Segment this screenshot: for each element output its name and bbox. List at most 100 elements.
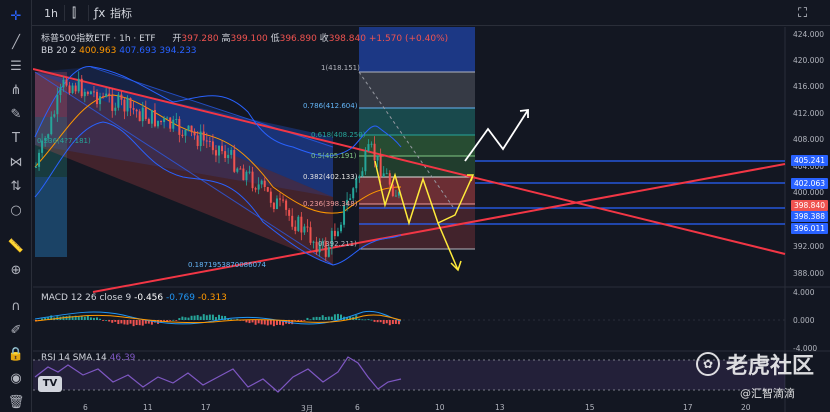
chart-canvas[interactable]	[33, 27, 830, 412]
candle-body	[376, 155, 379, 161]
chart-area[interactable]: 标普500指数ETF · 1h · ETF 开397.280 高399.100 …	[33, 27, 830, 412]
indicators-icon[interactable]: ƒx	[94, 6, 106, 20]
candle-body	[300, 216, 303, 233]
candle-body	[86, 91, 89, 95]
magnet-icon[interactable]: ∩	[11, 298, 21, 314]
eye-icon[interactable]: ◉	[10, 370, 22, 386]
macd-bar	[306, 317, 309, 320]
macd-bar	[318, 317, 321, 320]
candle-body	[105, 93, 108, 97]
candle-body	[251, 171, 254, 189]
macd-bar	[92, 317, 95, 320]
candle-body	[35, 166, 37, 168]
toolbar-divider	[88, 5, 89, 21]
candle-body	[187, 125, 190, 130]
ruler-icon[interactable]: 📏	[7, 238, 25, 254]
candle-body	[245, 171, 248, 181]
rsi-legend[interactable]: RSI 14 SMA 14 46.39	[41, 353, 135, 363]
candle-body	[309, 227, 312, 243]
macd-bar	[77, 316, 80, 320]
macd-bar	[208, 314, 211, 320]
candle-body	[385, 173, 388, 175]
low-label: 低	[270, 34, 280, 44]
zoom-in-icon[interactable]: ⊕	[10, 262, 22, 278]
macd-bar	[224, 316, 227, 320]
measure-icon[interactable]: ⇅	[10, 178, 22, 194]
candle-body	[370, 143, 373, 145]
macd-bar	[218, 314, 220, 320]
candle-body	[153, 110, 156, 127]
price-axis-label: 416.000	[793, 82, 825, 91]
candle-body	[343, 204, 346, 225]
candle-body	[230, 150, 233, 155]
macd-bar	[184, 317, 187, 320]
macd-axis-label: 4.000	[793, 288, 815, 297]
watermark: ✿ 老虎社区	[696, 348, 814, 380]
macd-bar	[294, 320, 297, 321]
candle-body	[224, 151, 227, 159]
candle-body	[184, 129, 187, 136]
symbol-title[interactable]: 标普500指数ETF · 1h · ETF	[41, 34, 156, 44]
candle-body	[327, 247, 330, 257]
lock-draw-icon[interactable]: ✐	[10, 322, 22, 338]
candle-body	[96, 91, 98, 105]
trendline-icon[interactable]: ╱	[12, 34, 20, 50]
fib-label: 0.236(398.348)	[303, 200, 358, 208]
pitchfork-icon[interactable]: ⋔	[10, 82, 22, 98]
fib-lines	[359, 71, 475, 250]
macd-bar	[163, 320, 166, 321]
symbol-legend[interactable]: 标普500指数ETF · 1h · ETF 开397.280 高399.100 …	[41, 31, 448, 44]
macd-bar	[370, 319, 373, 321]
date-axis-label: 17	[683, 403, 693, 412]
tradingview-logo: TV	[38, 376, 62, 392]
indicators-button[interactable]: 指标	[110, 7, 132, 20]
trash-icon[interactable]: 🗑	[7, 394, 25, 410]
date-axis-label: 15	[585, 403, 595, 412]
candle-body	[379, 155, 382, 177]
price-tag: 396.011	[790, 223, 828, 234]
macd-bar	[120, 320, 123, 324]
candle-type-icon[interactable]: ⫿	[72, 5, 77, 21]
text-icon[interactable]: T	[12, 130, 20, 146]
fib-label: 1(418.151)	[321, 64, 360, 72]
macd-bar	[300, 320, 303, 322]
interval-selector[interactable]: 1h	[44, 6, 58, 20]
candle-body	[181, 134, 184, 136]
candle-body	[288, 209, 291, 216]
macd-bar	[382, 320, 385, 324]
candle-body	[373, 143, 376, 161]
candle-body	[367, 144, 370, 152]
candle-body	[172, 119, 175, 129]
brush-icon[interactable]: ✎	[10, 106, 22, 122]
date-axis-label: 11	[143, 403, 153, 412]
bb-upper-value: 407.693	[119, 46, 157, 56]
candle-body	[282, 199, 285, 201]
pattern-icon[interactable]: ⋈	[9, 154, 23, 170]
circle-icon[interactable]: ○	[10, 202, 22, 218]
horizontal-lines-icon[interactable]: ☰	[10, 58, 22, 74]
fullscreen-icon[interactable]: ⛶	[798, 5, 808, 21]
macd-legend[interactable]: MACD 12 26 close 9 -0.456 -0.769 -0.313	[41, 293, 227, 303]
macd-bar	[358, 318, 361, 320]
rsi-value: 46.39	[109, 353, 136, 363]
candle-body	[352, 188, 355, 199]
bb-legend[interactable]: BB 20 2 400.963 407.693 394.233	[41, 46, 197, 56]
lock-icon[interactable]: 🔒	[7, 346, 25, 362]
crosshair-icon[interactable]: ✛	[10, 8, 22, 24]
macd-bar	[190, 315, 193, 320]
price-axis-label: 408.000	[793, 135, 825, 144]
price-axis-label: 412.000	[793, 109, 825, 118]
macd-bar	[321, 315, 324, 320]
main-pane-bg	[33, 27, 785, 287]
candle-body	[150, 110, 153, 124]
candle-body	[391, 184, 394, 196]
fib-zone-left-red	[35, 72, 67, 117]
fib-label: 0.1871953870086074	[188, 261, 266, 269]
bb-upper	[34, 66, 402, 157]
macd-bar	[80, 316, 83, 320]
macd-bar	[193, 315, 196, 320]
price-axis-label: 392.000	[793, 242, 825, 251]
macd-bar	[68, 315, 71, 320]
candle-body	[108, 93, 111, 96]
arrow-head-icon	[519, 108, 529, 118]
